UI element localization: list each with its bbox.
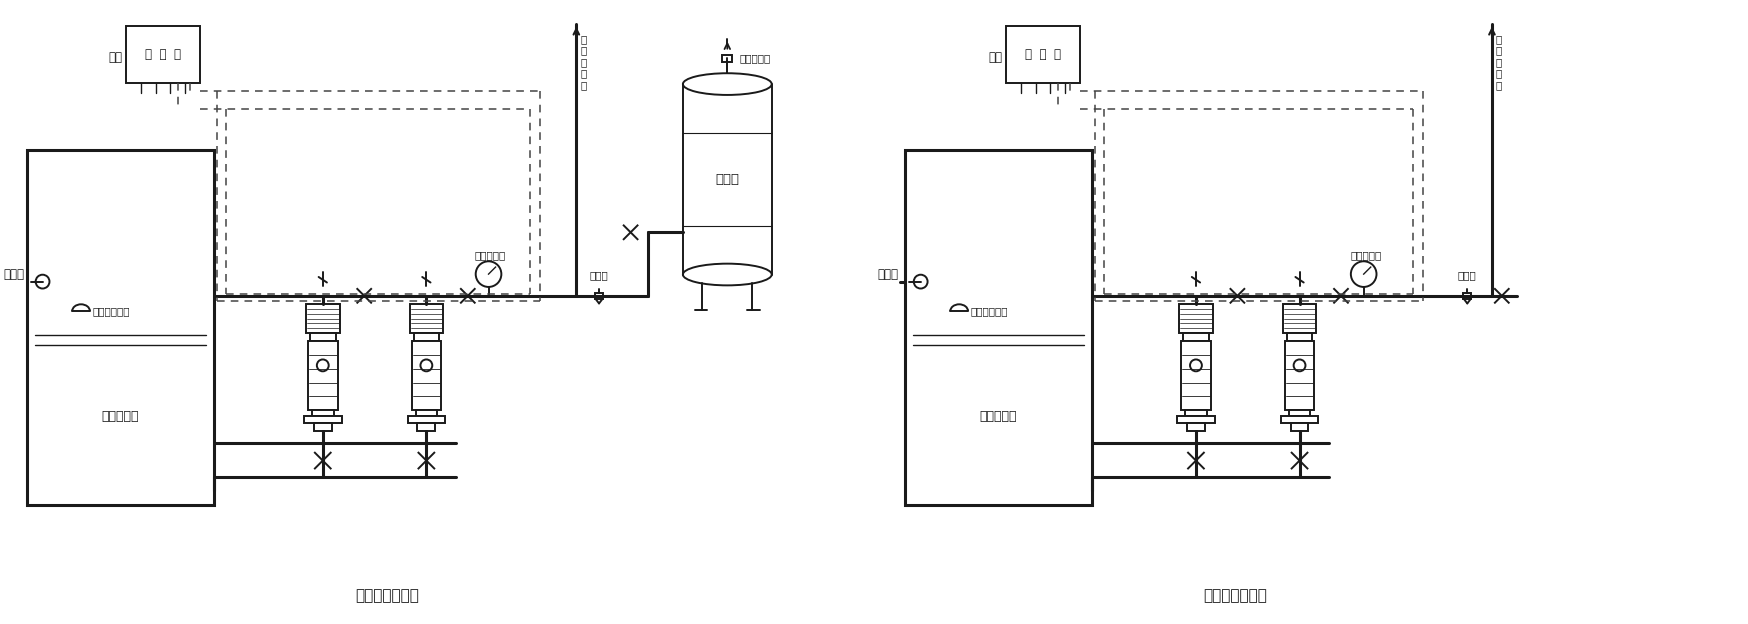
Circle shape	[420, 359, 432, 371]
Bar	[304, 416, 341, 423]
Circle shape	[475, 261, 502, 287]
Text: 远传压力表: 远传压力表	[475, 250, 505, 260]
Text: 远传压力表: 远传压力表	[1349, 250, 1381, 260]
Bar	[407, 416, 444, 423]
Bar	[1290, 423, 1308, 431]
Text: 低水位保护器: 低水位保护器	[970, 306, 1009, 316]
Bar	[413, 333, 439, 341]
Bar	[1185, 410, 1206, 416]
Bar	[1287, 333, 1311, 341]
Circle shape	[35, 275, 49, 288]
Bar	[1288, 410, 1309, 416]
Circle shape	[1349, 261, 1376, 287]
Bar	[904, 150, 1092, 505]
Ellipse shape	[682, 73, 771, 95]
Text: 自来水: 自来水	[3, 268, 24, 281]
Bar	[1463, 293, 1470, 299]
Bar	[126, 26, 199, 83]
Text: 无缓冲器示意图: 无缓冲器示意图	[1203, 588, 1267, 603]
Bar	[26, 150, 213, 505]
Bar	[1187, 423, 1204, 431]
Bar	[306, 304, 339, 333]
Bar	[1176, 416, 1215, 423]
Text: 自动排气阀: 自动排气阀	[739, 54, 769, 64]
Bar	[1285, 341, 1313, 410]
Bar	[416, 410, 437, 416]
Bar	[311, 410, 334, 416]
Text: 有缓冲器示意图: 有缓冲器示意图	[355, 588, 418, 603]
Circle shape	[1294, 359, 1304, 371]
Bar	[1280, 416, 1318, 423]
Text: 电源: 电源	[108, 51, 122, 64]
Bar	[313, 423, 332, 431]
Bar	[411, 341, 440, 410]
Text: 管
道
出
水
管: 管 道 出 水 管	[580, 34, 586, 90]
Bar	[1005, 26, 1080, 83]
Text: 安全阀: 安全阀	[1458, 270, 1475, 280]
Text: 安全阀: 安全阀	[589, 270, 608, 280]
Text: 管
道
出
水
管: 管 道 出 水 管	[1495, 34, 1502, 90]
Text: 水池或水箱: 水池或水箱	[979, 410, 1017, 423]
Text: 变  频  柜: 变 频 柜	[1024, 48, 1061, 61]
Bar	[594, 293, 603, 299]
Ellipse shape	[682, 264, 771, 285]
Bar	[1178, 304, 1211, 333]
Bar	[418, 423, 435, 431]
Bar	[1281, 304, 1316, 333]
Bar	[309, 333, 336, 341]
Text: 低水位保护器: 低水位保护器	[93, 306, 131, 316]
Circle shape	[912, 275, 926, 288]
Bar	[722, 55, 732, 62]
Bar	[308, 341, 337, 410]
Text: 水池或水箱: 水池或水箱	[101, 410, 140, 423]
Circle shape	[316, 359, 329, 371]
Text: 自来水: 自来水	[876, 268, 897, 281]
Text: 变  频  柜: 变 频 柜	[145, 48, 180, 61]
Bar	[1180, 341, 1210, 410]
Text: 缓冲器: 缓冲器	[715, 173, 739, 186]
Circle shape	[1189, 359, 1201, 371]
Bar	[409, 304, 442, 333]
Text: 电源: 电源	[988, 51, 1002, 64]
Bar	[1182, 333, 1208, 341]
